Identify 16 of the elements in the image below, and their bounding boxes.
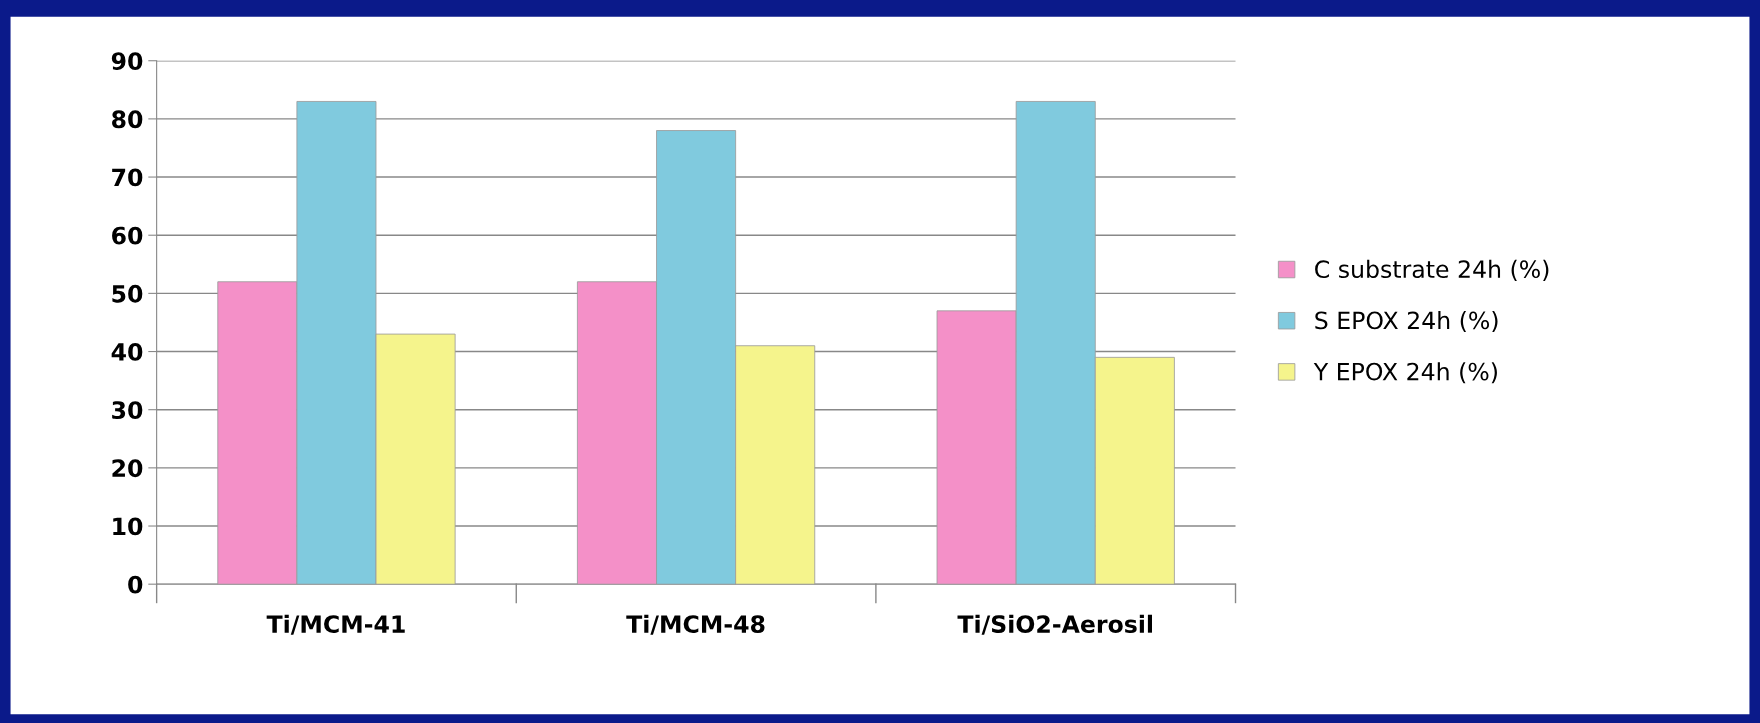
x-tick-label: Ti/MCM-48 (626, 614, 765, 635)
legend-label: Y EPOX 24h (%) (1313, 362, 1497, 384)
y-tick-label: 10 (113, 517, 143, 536)
y-tick-label: 0 (128, 575, 143, 594)
legend-label: S EPOX 24h (%) (1315, 311, 1498, 333)
y-tick-label: 60 (112, 226, 143, 245)
y-tick-label: 90 (111, 52, 143, 71)
y-tick-label: 20 (112, 459, 143, 478)
x-tick-label: Ti/MCM-41 (266, 614, 405, 635)
legend-label: C substrate 24h (%) (1315, 259, 1549, 281)
x-tick-label: Ti/SiO2-Aerosil (957, 614, 1153, 635)
y-tick-label: 30 (112, 401, 143, 420)
y-tick-label: 50 (112, 284, 143, 303)
y-tick-label: 70 (112, 168, 143, 187)
y-tick-label: 80 (112, 110, 143, 129)
y-tick-label: 40 (111, 342, 143, 361)
